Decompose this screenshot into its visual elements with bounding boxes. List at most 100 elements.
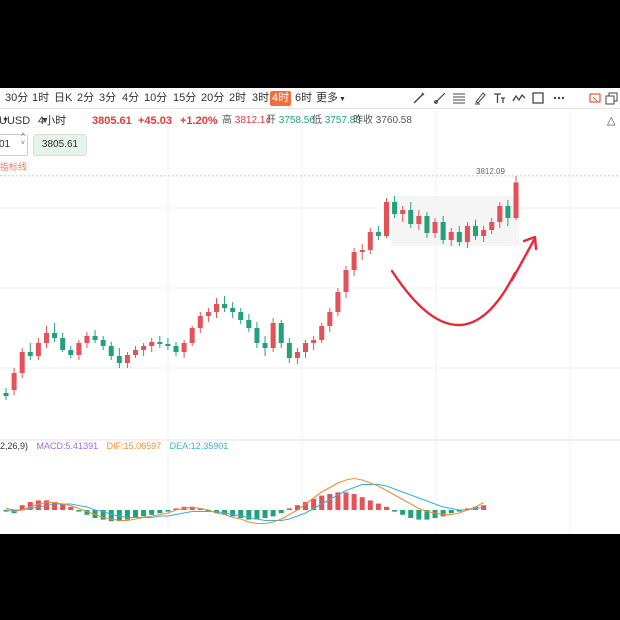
candle-body xyxy=(505,206,511,218)
macd-bar xyxy=(303,502,309,510)
timeframe-6h[interactable]: 6时 xyxy=(295,92,313,104)
timeframe-4h[interactable]: 4时 xyxy=(270,91,292,106)
timeframe-1h[interactable]: 1时 xyxy=(32,92,50,104)
candle-body xyxy=(335,292,341,312)
candle-body xyxy=(213,304,219,312)
candle-body xyxy=(481,230,487,236)
price-change: +45.03 xyxy=(138,115,172,127)
pencil-icon[interactable] xyxy=(412,91,426,105)
candle-body xyxy=(367,232,373,250)
eraser-icon[interactable] xyxy=(588,91,602,105)
macd-bar xyxy=(84,510,90,515)
open-label: 开 xyxy=(266,115,276,126)
high-number: 3812.14 xyxy=(234,115,271,126)
candle-body xyxy=(513,182,519,218)
fibonacci-icon[interactable] xyxy=(452,91,466,105)
candle-body xyxy=(343,270,349,292)
timeframe-20m[interactable]: 20分 xyxy=(201,92,225,104)
chart-app: 3812.09 30分 1时 日K 2分 3分 4分 10分 15分 20分 2… xyxy=(0,88,620,534)
text-icon[interactable] xyxy=(492,91,506,105)
candle-body xyxy=(35,343,41,356)
timeframe-4m[interactable]: 4分 xyxy=(122,92,140,104)
candle-body xyxy=(230,308,236,312)
macd-bar xyxy=(327,494,333,510)
brush-icon[interactable] xyxy=(473,91,487,105)
candle-body xyxy=(60,338,66,350)
candle-body xyxy=(270,323,276,348)
high-label: 高 xyxy=(222,115,232,126)
macd-bar xyxy=(319,495,325,510)
macd-bar xyxy=(448,510,454,514)
prev-close-value: 昨收 3760.58 xyxy=(353,114,412,128)
caret-down-icon: ▼ xyxy=(2,117,9,124)
macd-bar xyxy=(270,510,276,517)
candle-body xyxy=(303,343,309,352)
macd-bar xyxy=(76,510,82,512)
annotation-curve xyxy=(390,269,517,327)
prev-close-number: 3760.58 xyxy=(375,115,412,126)
timeframe-daily[interactable]: 日K xyxy=(54,92,73,104)
last-price: 3805.61 xyxy=(92,115,132,127)
macd-bar xyxy=(278,510,284,514)
candle-body xyxy=(311,340,317,343)
macd-bar xyxy=(165,510,171,512)
candle-body xyxy=(27,352,33,356)
candle-body xyxy=(149,342,155,346)
candle-body xyxy=(205,312,211,316)
macd-bar xyxy=(400,510,406,515)
timeframe-3h[interactable]: 3时 xyxy=(252,92,270,104)
timeframe-10m[interactable]: 10分 xyxy=(144,92,168,104)
chart-canvas[interactable]: 3812.09 xyxy=(0,88,620,534)
open-number: 3758.56 xyxy=(278,115,315,126)
candle-body xyxy=(76,343,82,355)
candle-body xyxy=(440,222,446,240)
candle-body xyxy=(497,206,503,222)
macd-bar xyxy=(481,505,487,510)
macd-bar xyxy=(35,500,41,510)
timeframe-2m[interactable]: 2分 xyxy=(77,92,95,104)
macd-bar xyxy=(294,505,300,510)
candle-body xyxy=(92,336,98,340)
candle-body xyxy=(157,342,163,344)
rectangle-icon[interactable] xyxy=(531,91,545,105)
macd-bar xyxy=(416,510,422,520)
candle-body xyxy=(246,320,252,328)
candle-body xyxy=(11,373,17,390)
macd-bar xyxy=(311,498,317,510)
ellipsis-icon[interactable] xyxy=(552,91,566,105)
candle-body xyxy=(19,352,25,373)
quantity-stepper[interactable]: 01 ˄ ˅ xyxy=(0,132,28,156)
macd-bar xyxy=(262,510,268,518)
low-number: 3757.83 xyxy=(324,115,361,126)
macd-bar xyxy=(60,503,66,510)
macd-bar xyxy=(189,506,195,510)
candle-body xyxy=(254,328,260,343)
indicator-line-label[interactable]: 指标线 xyxy=(0,162,28,172)
quantity-value: 01 xyxy=(0,139,11,150)
macd-bar xyxy=(440,510,446,517)
timeframe-3m[interactable]: 3分 xyxy=(99,92,117,104)
macd-bar xyxy=(456,510,462,512)
copy-icon[interactable] xyxy=(605,91,619,105)
low-value: 低 3757.83 xyxy=(312,114,361,128)
price-field[interactable]: 3805.61 xyxy=(33,134,87,156)
candle-body xyxy=(473,226,479,236)
dif-value: DIF:15.06597 xyxy=(106,441,162,451)
candle-body xyxy=(222,304,228,308)
macd-bar xyxy=(238,510,244,518)
more-menu[interactable]: 更多▼ xyxy=(316,91,346,107)
macd-bar xyxy=(408,510,414,518)
timeframe-30m[interactable]: 30分 xyxy=(5,92,29,104)
timeframe-2h[interactable]: 2时 xyxy=(229,92,247,104)
candle-body xyxy=(197,316,203,328)
expand-icon[interactable]: △ xyxy=(607,115,616,127)
timeframe-15m[interactable]: 15分 xyxy=(173,92,197,104)
macd-bar xyxy=(124,510,130,520)
candle-body xyxy=(400,210,406,214)
candle-body xyxy=(448,232,454,240)
macd-bar xyxy=(424,510,430,520)
wave-icon[interactable] xyxy=(512,91,526,105)
macd-bar xyxy=(222,510,228,515)
stepper-arrows-icon[interactable]: ˄ ˅ xyxy=(20,132,25,147)
ray-icon[interactable] xyxy=(433,91,447,105)
